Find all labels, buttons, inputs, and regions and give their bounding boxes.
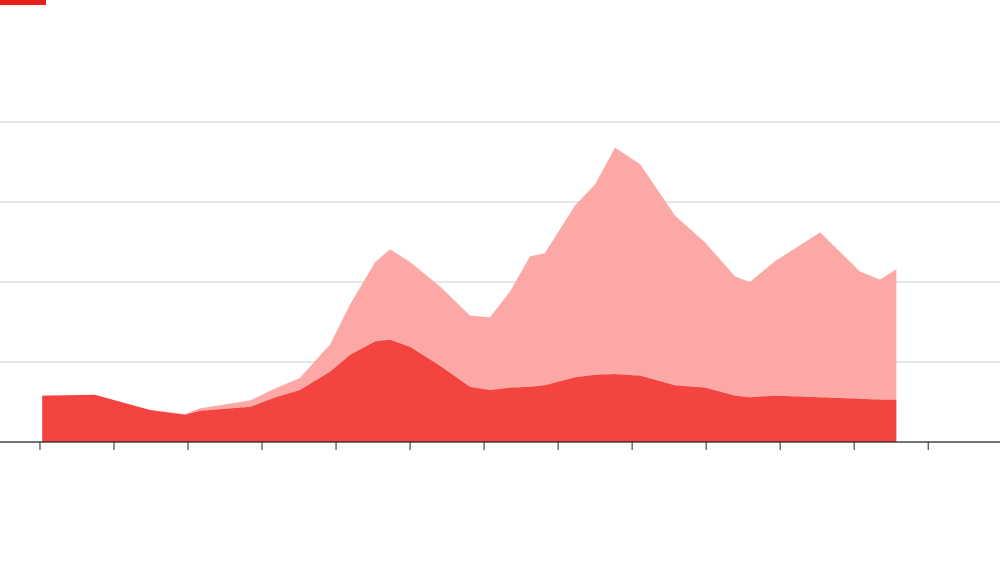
area — [42, 147, 897, 415]
brand-bar — [0, 0, 46, 5]
area — [42, 339, 897, 442]
